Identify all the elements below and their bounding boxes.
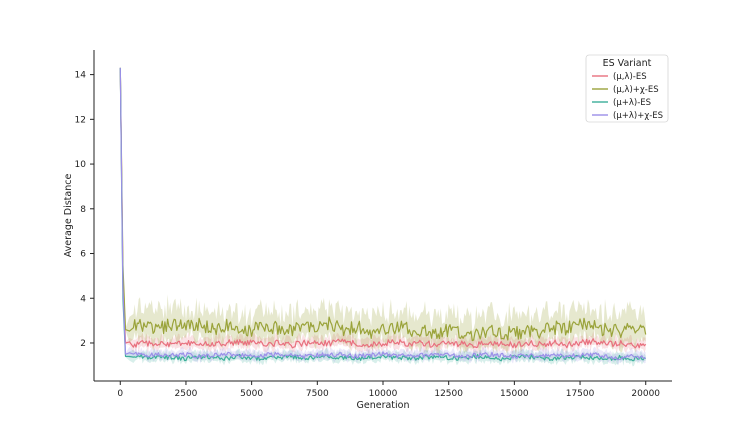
y-axis-title: Average Distance — [63, 174, 74, 258]
x-tick-label: 15000 — [500, 389, 529, 399]
y-tick-label: 6 — [80, 250, 86, 260]
axes: 0 2500 5000 7500 10000 12500 15000 17500 20000 2… — [63, 50, 672, 411]
x-tick-label: 0 — [117, 389, 123, 399]
x-tick-label: 5000 — [240, 389, 263, 399]
x-axis-title: Generation — [357, 400, 410, 411]
x-tick-label: 2500 — [175, 389, 198, 399]
x-axis-ticks: 0 2500 5000 7500 10000 12500 15000 17500 20000 — [117, 381, 660, 399]
legend-items: (μ,λ)-ES (μ,λ)+χ-ES (μ+λ)-ES (μ+λ)+χ-ES — [592, 72, 663, 121]
y-tick-label: 2 — [80, 339, 86, 349]
x-tick-label: 20000 — [631, 389, 660, 399]
x-tick-label: 10000 — [369, 389, 398, 399]
legend-title: ES Variant — [603, 58, 652, 69]
series-line-2 — [119, 67, 647, 342]
series-lines — [119, 67, 647, 362]
legend-frame — [585, 54, 669, 123]
x-tick-label: 7500 — [306, 389, 329, 399]
y-tick-label: 10 — [75, 160, 87, 170]
band-2 — [120, 66, 646, 357]
legend-label: (μ,λ)-ES — [613, 72, 647, 82]
x-tick-label: 12500 — [434, 389, 463, 399]
legend: ES Variant (μ,λ)-ES (μ,λ)+χ-ES (μ+λ)-ES (μ+… — [585, 54, 669, 123]
y-tick-label: 14 — [75, 71, 87, 81]
y-tick-label: 12 — [75, 115, 86, 125]
x-tick-label: 17500 — [566, 389, 595, 399]
series-line-4 — [119, 67, 646, 361]
y-tick-label: 4 — [80, 294, 86, 304]
legend-label: (μ+λ)-ES — [613, 98, 651, 108]
y-axis-ticks: 2 4 6 8 10 12 14 — [75, 71, 94, 349]
series-line-1 — [119, 67, 647, 349]
legend-label: (μ+λ)+χ-ES — [613, 111, 663, 121]
y-tick-label: 8 — [80, 205, 86, 215]
legend-label: (μ,λ)+χ-ES — [613, 85, 659, 95]
